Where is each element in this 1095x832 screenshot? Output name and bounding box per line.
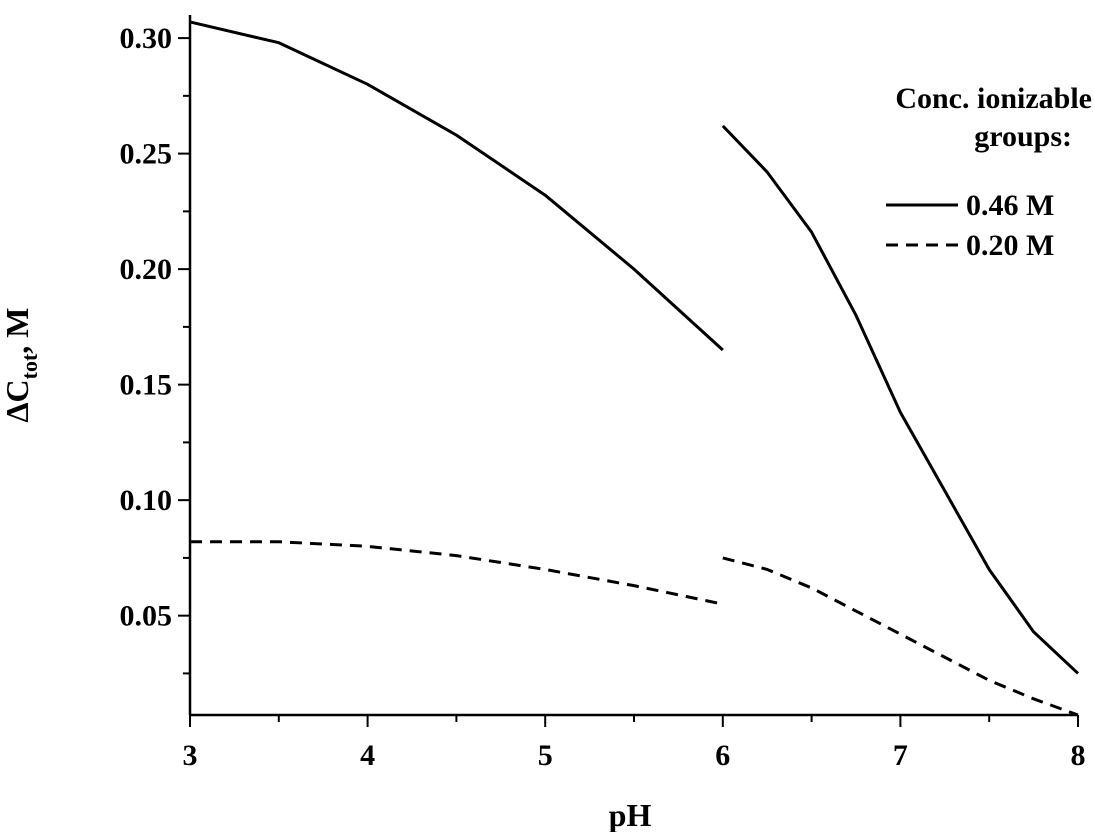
legend-title-line1: Conc. ionizable (895, 82, 1092, 115)
x-tick-label: 5 (538, 739, 553, 772)
x-tick-label: 7 (893, 739, 908, 772)
series-line-1-segment-1 (189, 20, 724, 352)
x-tick-label: 3 (183, 739, 198, 772)
y-tick-label: 0.30 (120, 22, 173, 55)
y-axis-title-tail: , M (0, 307, 35, 353)
legend: Conc. ionizable groups: 0.46 M 0.20 M (886, 82, 1092, 262)
y-axis-title: ΔCtot, M (0, 307, 42, 422)
series-line-2-segment-2 (722, 556, 1079, 717)
plot-area (189, 20, 1080, 717)
legend-label-2: 0.20 M (966, 229, 1054, 262)
x-axis-title: pH (609, 797, 652, 832)
y-tick-label: 0.05 (120, 600, 173, 633)
y-tick-label: 0.10 (120, 484, 173, 517)
axes: 3 4 5 6 7 8 0.05 0.10 0.15 0.20 0.25 0.30 (120, 15, 1086, 772)
y-axis-title-sub: tot (17, 353, 42, 379)
y-tick-label: 0.20 (120, 253, 173, 286)
y-axis-title-main: ΔC (0, 379, 35, 422)
series-line-2-segment-1 (190, 540, 724, 606)
x-tick-label: 6 (715, 739, 730, 772)
x-tick-label: 8 (1071, 739, 1086, 772)
y-tick-label: 0.25 (120, 138, 173, 171)
series-line-1-segment-2 (721, 124, 1080, 675)
y-tick-label: 0.15 (120, 369, 173, 402)
x-tick-label: 4 (360, 739, 375, 772)
legend-label-1: 0.46 M (966, 189, 1054, 222)
legend-title-line2: groups: (974, 120, 1072, 153)
